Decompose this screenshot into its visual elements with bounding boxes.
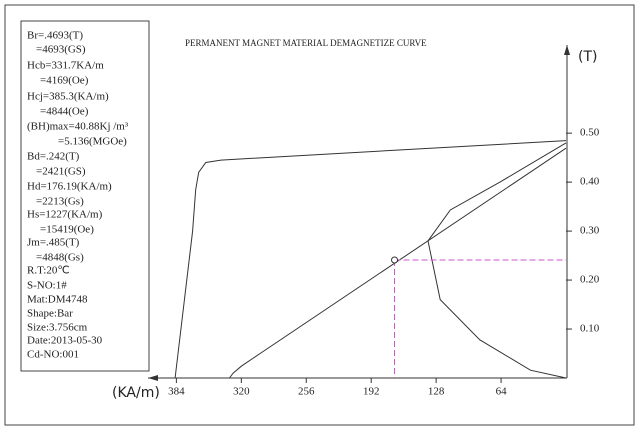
x-tick-label: 64: [496, 386, 508, 398]
info-line: Shape:Bar: [27, 308, 73, 320]
info-line: =15419(Oe): [40, 224, 94, 236]
y-tick-label: 0.40: [580, 176, 600, 188]
x-tick-label: 192: [363, 386, 380, 398]
y-tick-label: 0.10: [580, 323, 600, 335]
x-axis-label: (KA/m): [112, 385, 160, 401]
info-line: Hs=1227(KA/m): [27, 209, 103, 221]
info-line: Br=.4693(T): [27, 30, 83, 42]
info-line: Hd=176.19(KA/m): [27, 181, 112, 193]
info-line: Size:3.756cm: [27, 322, 88, 334]
info-line: =4169(Oe): [40, 75, 89, 87]
info-line: (BH)max=40.88Kj /m³: [27, 121, 129, 133]
info-line: =4848(Gs): [36, 252, 84, 264]
x-tick-label: 320: [233, 386, 250, 398]
y-tick-label: 0.30: [580, 225, 600, 237]
info-line: =5.136(MGOe): [58, 136, 127, 148]
info-line: R.T:20℃: [27, 265, 70, 277]
info-line: S-NO:1#: [27, 280, 67, 292]
y-arrow: [564, 45, 570, 55]
y-tick-label: 0.50: [580, 127, 600, 139]
curve: [174, 140, 567, 379]
info-line: =4693(GS): [36, 44, 86, 56]
info-line: Date:2013-05-30: [27, 335, 103, 347]
info-panel: [20, 20, 150, 372]
y-axis-label: (T): [578, 49, 597, 65]
chart-title: PERMANENT MAGNET MATERIAL DEMAGNETIZE CU…: [185, 38, 427, 48]
info-line: Mat:DM4748: [27, 294, 88, 306]
info-line: =4844(Oe): [40, 106, 89, 118]
info-line: Jm=.485(T): [27, 237, 80, 249]
x-arrow: [148, 375, 158, 381]
curve: [229, 147, 567, 379]
x-tick-label: 384: [168, 386, 185, 398]
info-line: =2213(Gs): [36, 196, 84, 208]
info-line: Cd-NO:001: [27, 349, 79, 361]
x-tick-label: 128: [428, 386, 445, 398]
info-line: Hcj=385.3(KA/m): [27, 91, 109, 103]
info-line: =2421(GS): [36, 166, 86, 178]
working-point: [391, 256, 399, 264]
y-tick-label: 0.20: [580, 274, 600, 286]
curve: [427, 142, 567, 379]
info-line: Hcb=331.7KA/m: [27, 60, 104, 72]
frame: [4, 4, 635, 426]
x-tick-label: 256: [298, 386, 315, 398]
info-line: Bd=.242(T): [27, 151, 80, 163]
